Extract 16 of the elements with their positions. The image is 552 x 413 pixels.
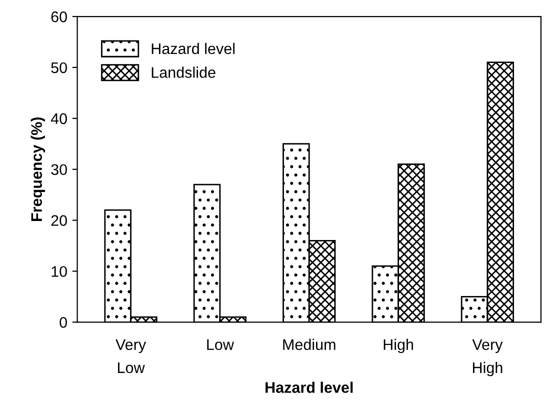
x-tick-label: High [384, 338, 414, 354]
y-axis-title: Frequency (%) [30, 117, 46, 221]
y-tick-label: 30 [51, 164, 67, 176]
y-tick-label: 20 [51, 215, 67, 226]
x-tick-label: Very Low [116, 339, 146, 374]
x-tick-label: Low [207, 339, 234, 350]
legend-label: Hazard level [152, 42, 235, 54]
legend-label: Landslide [152, 66, 216, 78]
x-tick-label: Medium [283, 338, 336, 350]
y-tick-label: 0 [60, 317, 67, 328]
y-tick-label: 10 [52, 266, 67, 277]
y-tick-label: 60 [51, 11, 67, 22]
x-axis-title: Hazard level [266, 382, 353, 393]
x-tick-label: Very High [472, 339, 503, 376]
y-tick-label: 50 [51, 62, 67, 74]
y-tick-label: 40 [50, 113, 67, 124]
